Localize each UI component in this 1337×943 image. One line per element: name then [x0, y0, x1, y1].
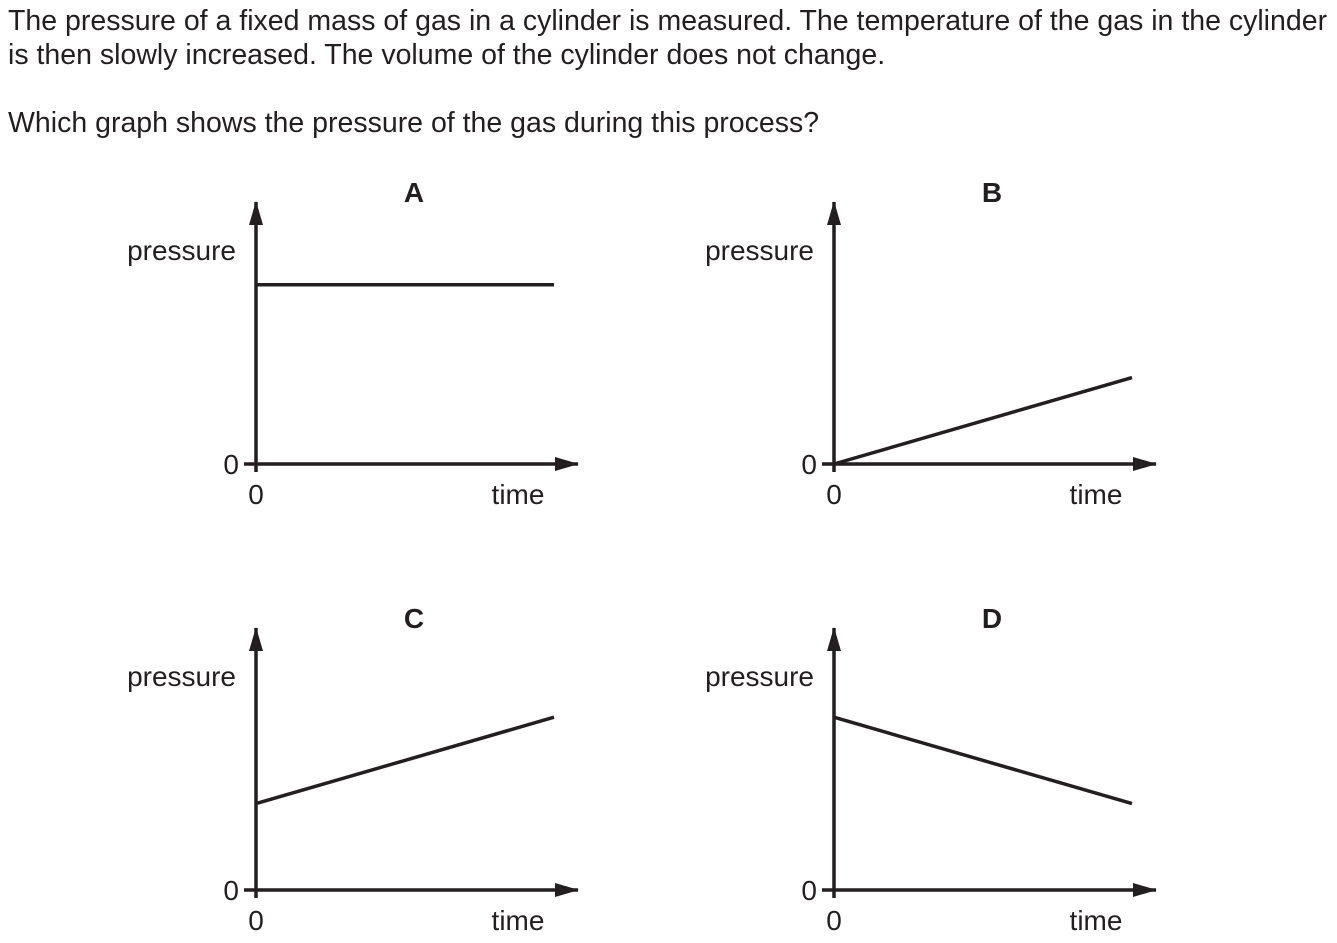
- graph-b-x-origin-label: 0: [826, 479, 842, 510]
- graph-c-xlabel: time: [492, 905, 545, 936]
- graph-b-ylabel: pressure: [705, 235, 814, 266]
- graph-d-title: D: [982, 603, 1002, 634]
- graph-b-xlabel: time: [1070, 479, 1123, 510]
- graph-a-y-origin-label: 0: [223, 449, 239, 480]
- graph-b-y-origin-label: 0: [801, 449, 817, 480]
- graph-c-x-origin-label: 0: [248, 905, 264, 936]
- question-prompt: Which graph shows the pressure of the ga…: [8, 107, 820, 139]
- question-text: The pressure of a fixed mass of gas in a…: [8, 5, 1328, 71]
- graph-c-y-origin-label: 0: [223, 875, 239, 906]
- graph-c-pressure-line: [255, 715, 555, 806]
- graph-b-pressure-line: [833, 375, 1133, 466]
- graph-a-xlabel: time: [492, 479, 545, 510]
- graph-a-x-origin-label: 0: [248, 479, 264, 510]
- graph-d-ylabel: pressure: [705, 661, 814, 692]
- graph-d-xlabel: time: [1070, 905, 1123, 936]
- graph-d-x-origin-label: 0: [826, 905, 842, 936]
- graph-d-pressure-line: [833, 715, 1133, 806]
- graph-a-title: A: [404, 177, 424, 208]
- graph-d-y-origin-label: 0: [801, 875, 817, 906]
- graph-b-title: B: [982, 177, 1002, 208]
- graph-c-ylabel: pressure: [127, 661, 236, 692]
- graph-c-title: C: [404, 603, 424, 634]
- graph-a-ylabel: pressure: [127, 235, 236, 266]
